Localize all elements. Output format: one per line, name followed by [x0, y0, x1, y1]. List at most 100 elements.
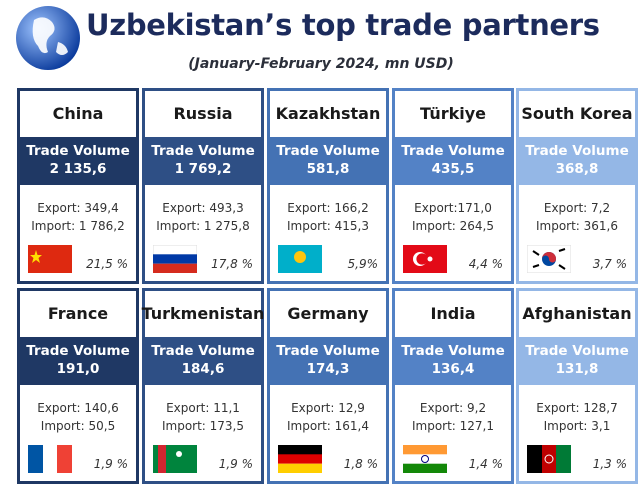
flag-part	[542, 252, 556, 263]
volume-band: Trade Volume 1 769,2	[145, 137, 261, 185]
volume-label: Trade Volume	[151, 143, 255, 159]
volume-label: Trade Volume	[276, 343, 380, 359]
country-name: Afghanistan	[522, 304, 632, 323]
subtitle: (January-February 2024, mn USD)	[188, 56, 454, 72]
flag-part	[294, 251, 306, 263]
export-text: Export: 12,9	[291, 401, 365, 415]
flag	[278, 245, 322, 273]
volume-band: Trade Volume 174,3	[270, 337, 386, 385]
import-text: Import: 50,5	[40, 419, 116, 433]
export-text: Export:171,0	[414, 201, 492, 215]
country-name: South Korea	[521, 104, 633, 123]
import-text: Import: 161,4	[286, 419, 370, 433]
flag-part	[556, 445, 571, 473]
flag-part	[403, 445, 447, 455]
flag-part	[153, 263, 197, 273]
volume-band: Trade Volume 131,8	[519, 337, 635, 385]
flag-part	[542, 445, 556, 473]
flag-part	[30, 250, 42, 263]
volume-value: 131,8	[555, 361, 599, 377]
flag-part	[544, 454, 554, 464]
volume-band: Trade Volume 136,4	[395, 337, 511, 385]
volume-value: 581,8	[306, 161, 350, 177]
import-text: Import: 264,5	[411, 219, 495, 233]
volume-value: 136,4	[431, 361, 475, 377]
share-text: 1,9 %	[93, 457, 128, 471]
partner-card: France Trade Volume 191,0 Export: 140,6 Impo…	[17, 288, 139, 484]
flag-part	[57, 445, 72, 473]
flag-part	[43, 445, 57, 473]
country-name: China	[52, 104, 104, 123]
flag-part	[153, 245, 197, 256]
flag-part	[28, 445, 43, 473]
partner-card: Kazakhstan Trade Volume 581,8 Export: 166,2…	[267, 88, 389, 284]
partner-card: Turkmenistan Trade Volume 184,6 Export: 11,…	[142, 288, 264, 484]
globe-icon	[16, 6, 80, 70]
flag	[527, 245, 571, 273]
volume-label: Trade Volume	[276, 143, 380, 159]
volume-label: Trade Volume	[26, 143, 130, 159]
partner-card: India Trade Volume 136,4 Export: 9,2 Import:…	[392, 288, 514, 484]
partner-card: South Korea Trade Volume 368,8 Export: 7,2 I…	[516, 88, 638, 284]
export-text: Export: 9,2	[419, 401, 487, 415]
volume-value: 184,6	[181, 361, 225, 377]
flag-part	[176, 451, 182, 457]
country-name: India	[430, 304, 476, 323]
volume-label: Trade Volume	[401, 343, 505, 359]
country-name: Turkmenistan	[141, 304, 265, 323]
country-name: Kazakhstan	[275, 104, 381, 123]
volume-value: 1 769,2	[174, 161, 232, 177]
import-text: Import: 173,5	[161, 419, 245, 433]
volume-band: Trade Volume 184,6	[145, 337, 261, 385]
flag-part	[416, 253, 428, 265]
import-text: Import: 1 275,8	[156, 219, 250, 233]
export-text: Export: 7,2	[543, 201, 611, 215]
flag	[403, 445, 447, 473]
flag	[153, 445, 197, 473]
volume-value: 174,3	[306, 361, 350, 377]
import-text: Import: 1 786,2	[31, 219, 125, 233]
flag	[153, 245, 197, 273]
country-name: Russia	[173, 104, 233, 123]
share-text: 4,4 %	[468, 257, 503, 271]
country-name: Türkiye	[419, 104, 487, 123]
flag-part	[278, 454, 322, 464]
title: Uzbekistan’s top trade partners	[86, 8, 600, 42]
share-text: 1,8 %	[343, 457, 378, 471]
export-text: Export: 140,6	[37, 401, 119, 415]
share-text: 1,9 %	[218, 457, 253, 471]
flag	[527, 445, 571, 473]
flag	[28, 445, 72, 473]
volume-label: Trade Volume	[525, 343, 629, 359]
volume-value: 191,0	[56, 361, 100, 377]
import-text: Import: 361,6	[535, 219, 619, 233]
export-text: Export: 349,4	[37, 201, 119, 215]
share-text: 5,9%	[347, 257, 379, 271]
partner-card: Türkiye Trade Volume 435,5 Export:171,0 Impo…	[392, 88, 514, 284]
volume-band: Trade Volume 368,8	[519, 137, 635, 185]
share-text: 17,8 %	[211, 257, 253, 271]
partner-card: China Trade Volume 2 135,6 Export: 349,4 Imp…	[17, 88, 139, 284]
flag-part	[532, 248, 566, 270]
flag-part	[278, 445, 322, 455]
flag-part	[403, 463, 447, 473]
volume-label: Trade Volume	[151, 343, 255, 359]
flag	[28, 245, 72, 273]
flag-part	[403, 454, 447, 464]
partner-card: Germany Trade Volume 174,3 Export: 12,9 Impo…	[267, 288, 389, 484]
flag-part	[153, 254, 197, 264]
import-text: Import: 127,1	[411, 419, 495, 433]
volume-label: Trade Volume	[401, 143, 505, 159]
export-text: Export: 11,1	[166, 401, 240, 415]
volume-label: Trade Volume	[26, 343, 130, 359]
volume-band: Trade Volume 435,5	[395, 137, 511, 185]
volume-value: 368,8	[555, 161, 599, 177]
flag-part	[427, 256, 433, 262]
flag-part	[278, 463, 322, 473]
flag-part	[527, 445, 542, 473]
partner-card: Russia Trade Volume 1 769,2 Export: 493,3 Im…	[142, 88, 264, 284]
export-text: Export: 166,2	[287, 201, 369, 215]
flag	[278, 445, 322, 473]
volume-value: 435,5	[431, 161, 475, 177]
